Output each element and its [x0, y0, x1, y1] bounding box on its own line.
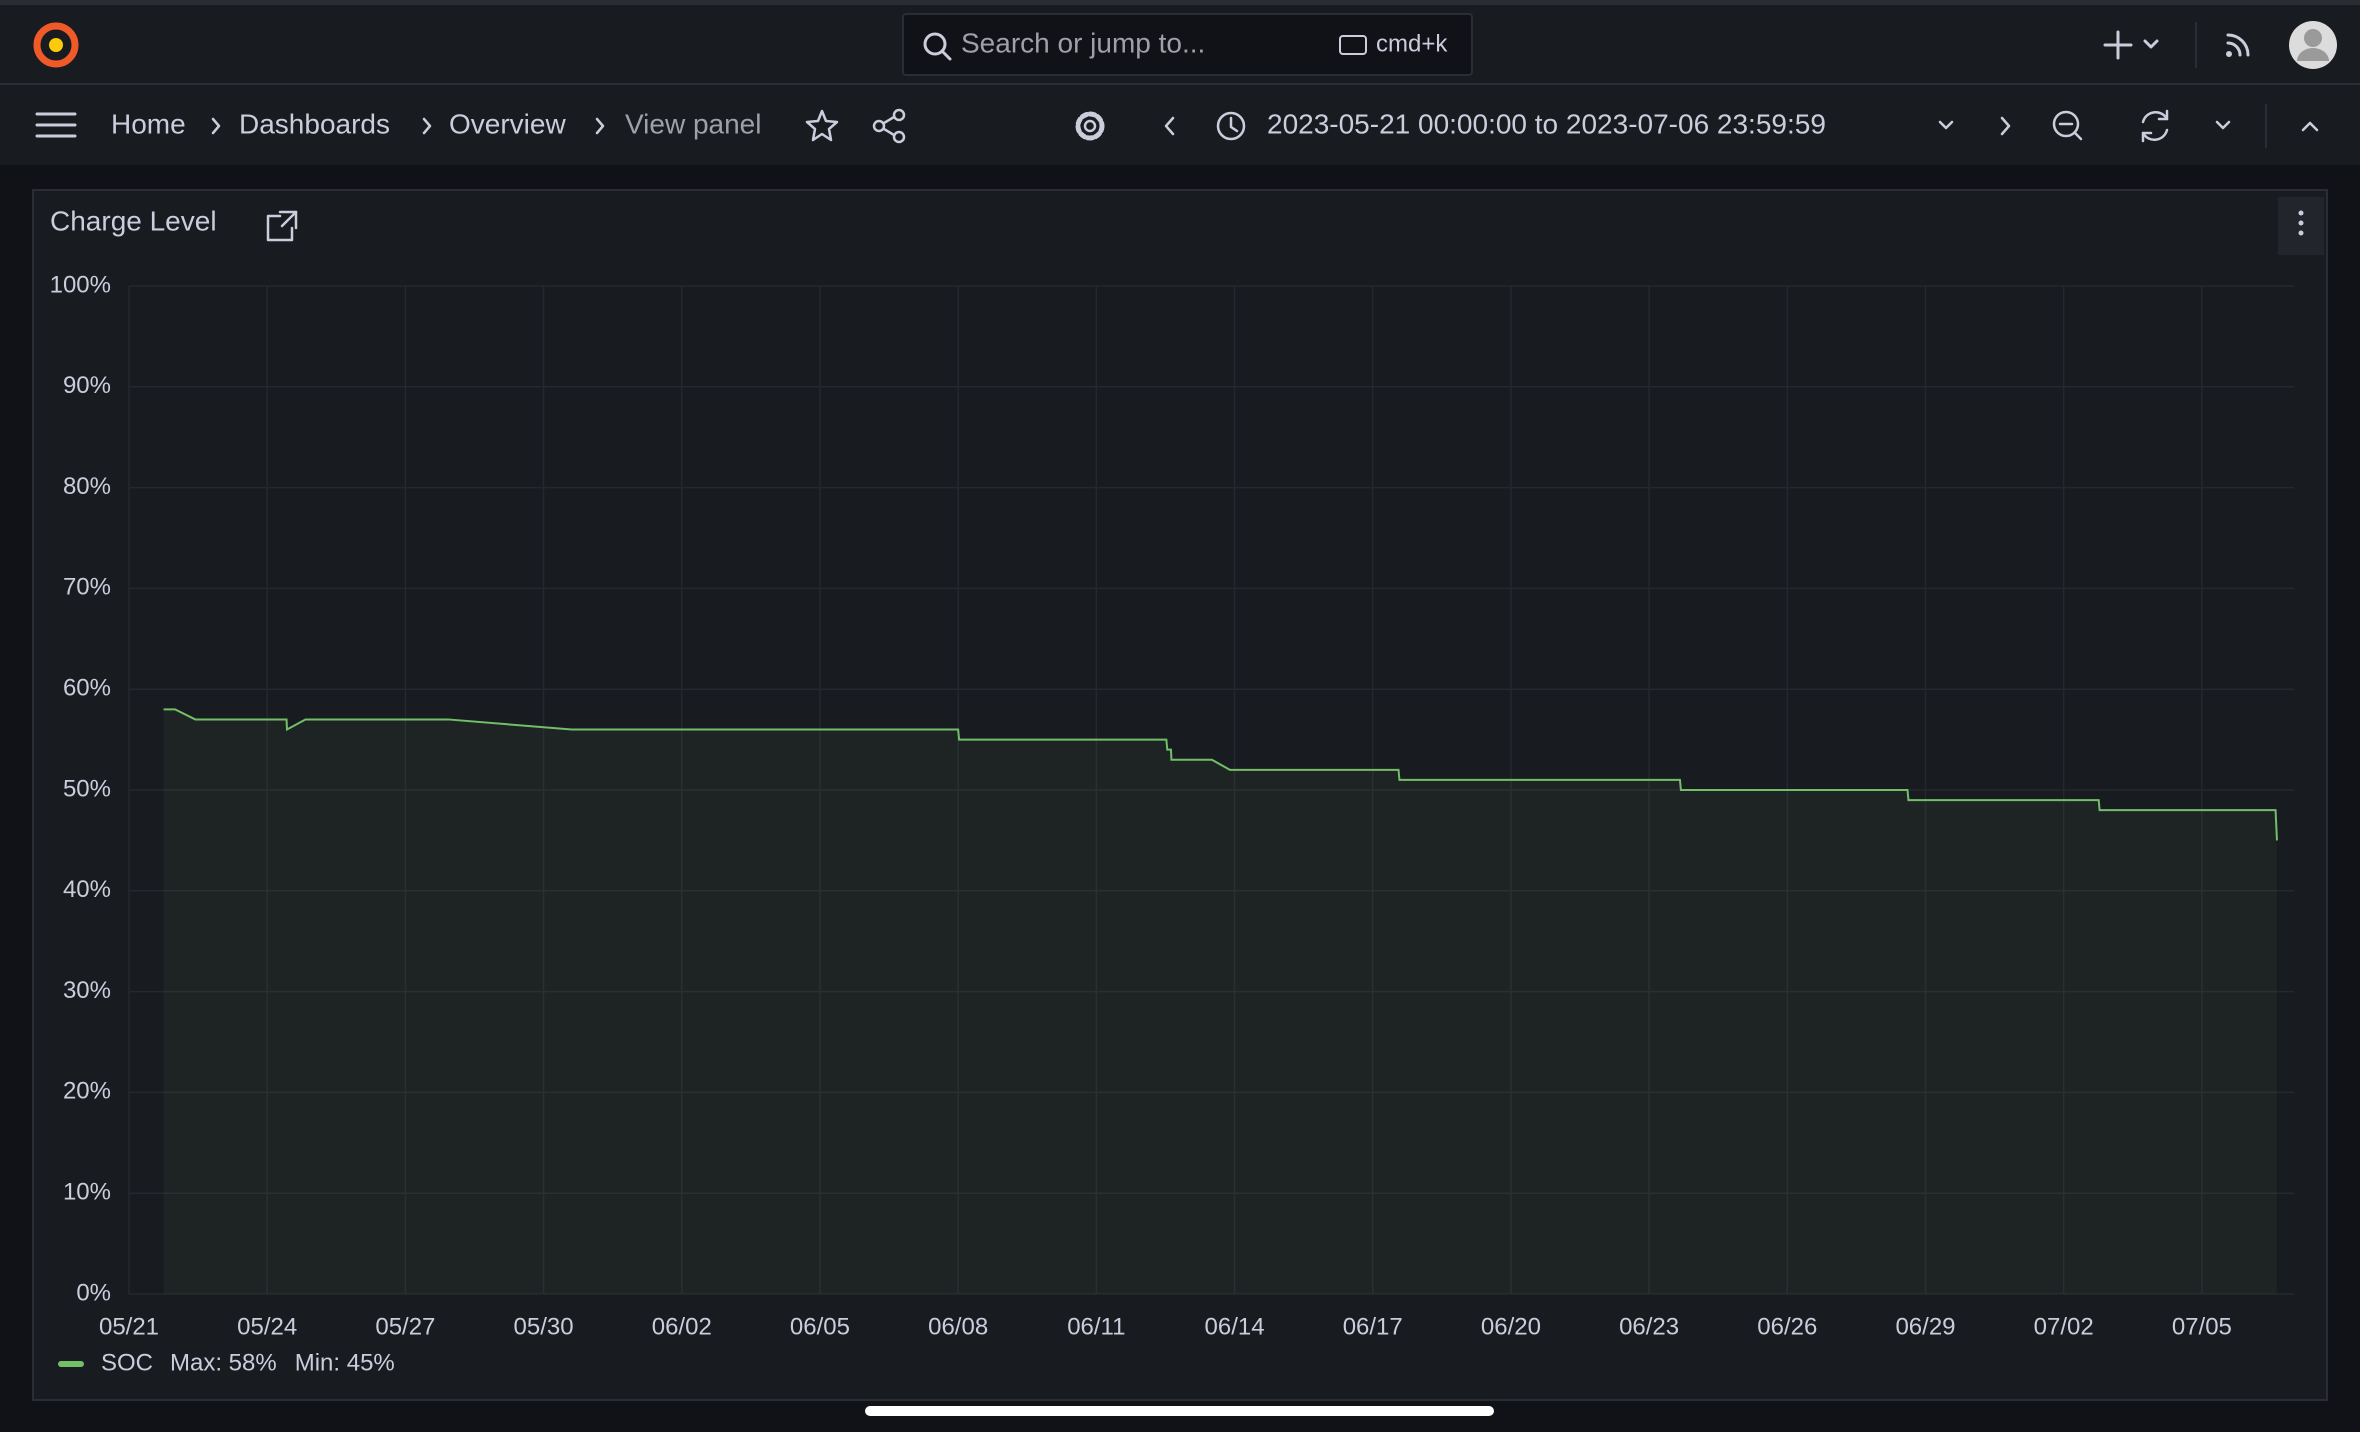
- x-tick-label: 06/29: [1895, 1313, 1955, 1340]
- y-tick-label: 0%: [76, 1279, 111, 1306]
- star-button[interactable]: [805, 109, 839, 142]
- x-tick-label: 05/24: [237, 1313, 297, 1340]
- toolbar: [0, 85, 2360, 165]
- search-box[interactable]: Search or jump to... cmd+k: [902, 13, 1473, 76]
- legend-swatch: [58, 1361, 84, 1367]
- series-line: [163, 708, 2278, 841]
- y-tick-label: 70%: [63, 574, 111, 601]
- time-picker[interactable]: 2023-05-21 00:00:00 to 2023-07-06 23:59:…: [1216, 108, 1954, 141]
- chevron: [595, 117, 605, 135]
- y-tick-label: 80%: [63, 473, 111, 500]
- panel-menu[interactable]: [2278, 197, 2324, 255]
- chevron: [422, 117, 432, 135]
- breadcrumb[interactable]: Overview: [449, 108, 566, 139]
- x-tick-label: 06/11: [1067, 1313, 1125, 1340]
- x-tick-label: 06/05: [790, 1313, 850, 1340]
- y-tick-label: 90%: [63, 372, 111, 399]
- y-tick-label: 30%: [63, 977, 111, 1004]
- plot: 0% 10% 20% 30% 40% 50% 60% 70% 80% 90% 100% 05/21 05…: [50, 271, 2294, 1376]
- breadcrumb-current: View panel: [625, 108, 761, 139]
- x-tick-label: 05/27: [375, 1313, 435, 1340]
- breadcrumb[interactable]: Home: [111, 108, 186, 139]
- time-range: 2023-05-21 00:00:00 to 2023-07-06 23:59:…: [1267, 108, 1826, 139]
- breadcrumb[interactable]: Dashboards: [239, 108, 390, 139]
- area-fill: [163, 709, 2277, 1294]
- y-tick-label: 10%: [63, 1179, 111, 1206]
- x-tick-label: 06/14: [1205, 1313, 1265, 1340]
- refresh-menu[interactable]: [2215, 120, 2231, 130]
- add-menu[interactable]: [2103, 30, 2159, 60]
- x-tick-label: 06/23: [1619, 1313, 1679, 1340]
- x-tick-label: 06/20: [1481, 1313, 1541, 1340]
- top-strip: [0, 0, 2360, 5]
- y-tick-label: 100%: [50, 271, 111, 298]
- home-indicator: [865, 1406, 1494, 1416]
- search-placeholder: Search or jump to...: [961, 27, 1205, 58]
- panel-title: Charge Level: [50, 205, 217, 236]
- x-tick-label: 06/02: [652, 1313, 712, 1340]
- panel: [32, 189, 2328, 1401]
- news-icon[interactable]: [2226, 33, 2250, 57]
- x-tick-label: 07/05: [2172, 1313, 2232, 1340]
- time-forward[interactable]: [2000, 116, 2011, 136]
- collapse-button[interactable]: [2301, 121, 2319, 132]
- settings-button[interactable]: [1075, 111, 1105, 141]
- refresh-button[interactable]: [2141, 109, 2169, 143]
- avatar[interactable]: [2289, 21, 2337, 69]
- y-tick-label: 40%: [63, 876, 111, 903]
- menu-button[interactable]: [35, 112, 77, 138]
- search-shortcut: cmd+k: [1376, 30, 1448, 57]
- x-tick-label: 05/21: [99, 1313, 159, 1340]
- x-tick-label: 06/08: [928, 1313, 988, 1340]
- zoom-out[interactable]: [2052, 110, 2083, 141]
- x-tick-label: 06/17: [1343, 1313, 1403, 1340]
- share-button[interactable]: [872, 108, 906, 144]
- y-tick-label: 60%: [63, 675, 111, 702]
- legend-stat: Max: 58%: [170, 1349, 277, 1376]
- legend-label: SOC: [101, 1349, 153, 1376]
- x-tick-label: 07/02: [2034, 1313, 2094, 1340]
- y-tick-label: 20%: [63, 1078, 111, 1105]
- legend-stat: Min: 45%: [295, 1349, 395, 1376]
- x-tick-label: 05/30: [514, 1313, 574, 1340]
- open-link[interactable]: [266, 210, 298, 242]
- x-tick-label: 06/26: [1757, 1313, 1817, 1340]
- time-back[interactable]: [1164, 116, 1175, 136]
- logo[interactable]: [33, 22, 79, 68]
- chevron: [211, 117, 221, 135]
- y-tick-label: 50%: [63, 775, 111, 802]
